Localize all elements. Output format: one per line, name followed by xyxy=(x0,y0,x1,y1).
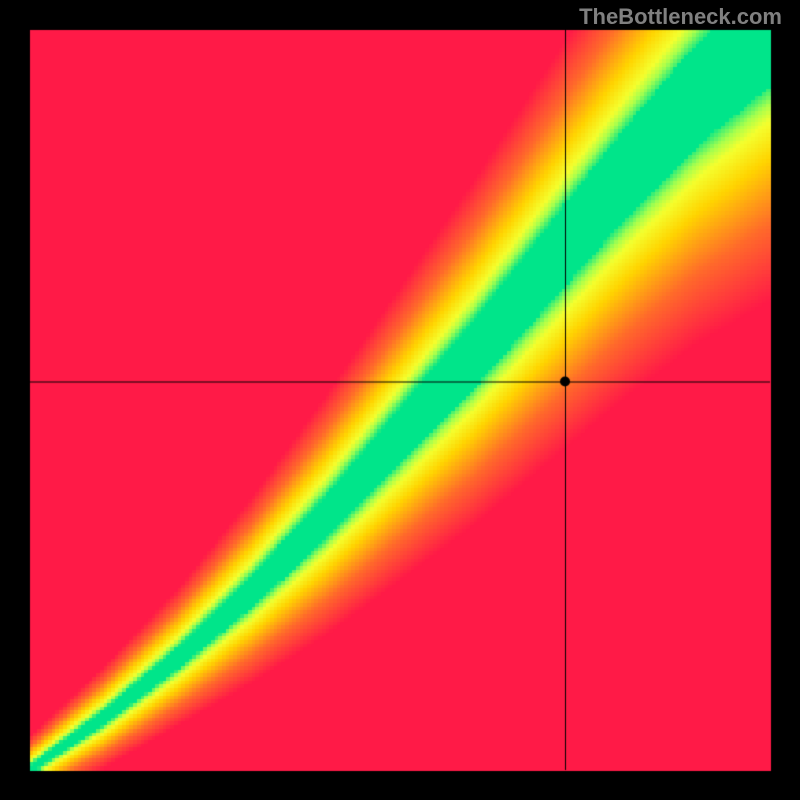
bottleneck-heatmap xyxy=(0,0,800,800)
watermark-text: TheBottleneck.com xyxy=(579,4,782,30)
